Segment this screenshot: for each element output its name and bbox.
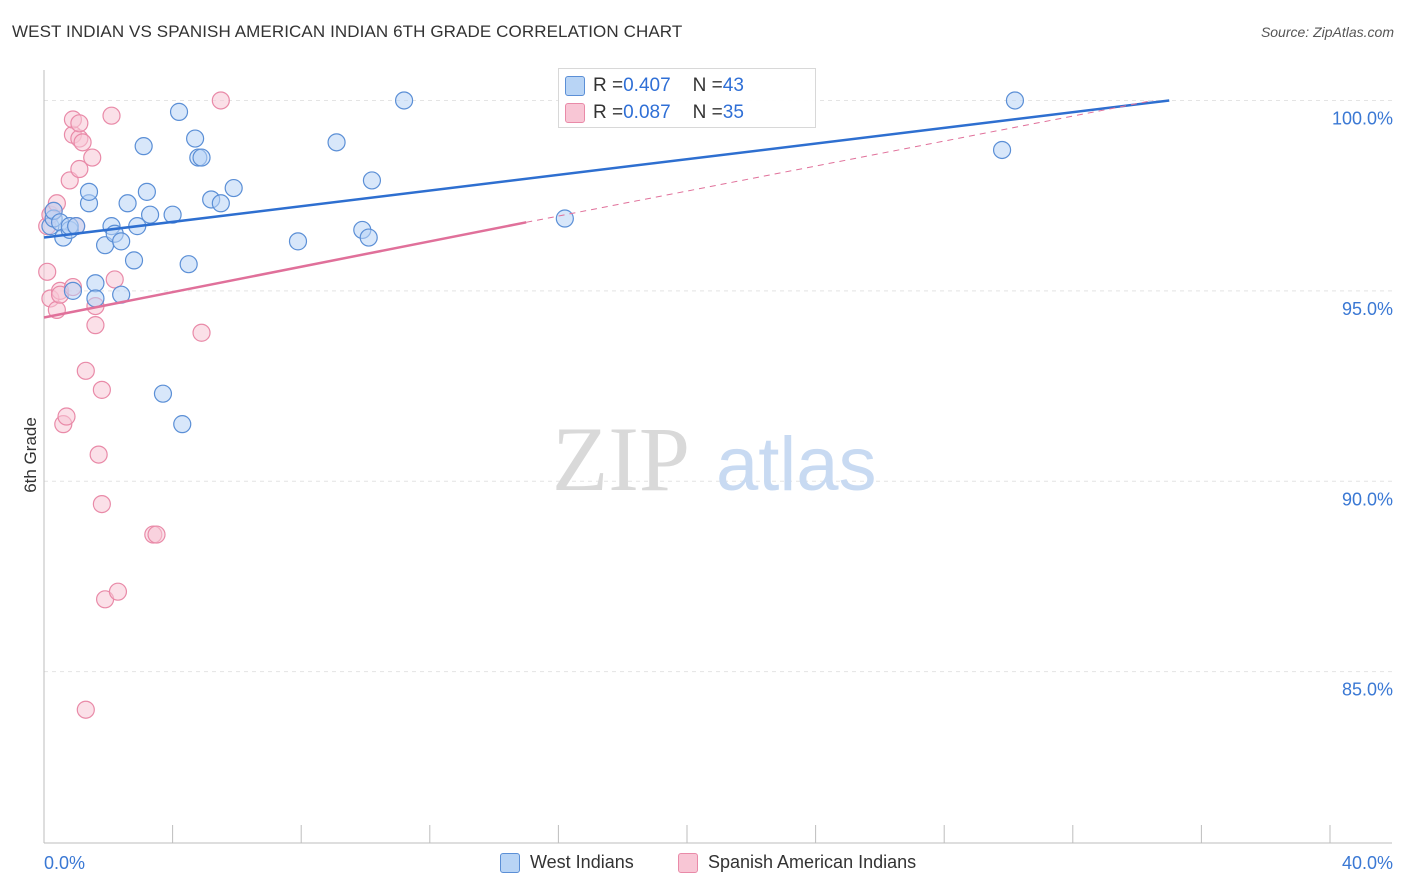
spanish-swatch — [565, 103, 585, 123]
west-indians-point — [124, 251, 144, 270]
x-tick-label: 0.0% — [44, 853, 85, 873]
watermark-zip: ZIP — [552, 408, 690, 510]
y-tick-label: 85.0% — [1342, 680, 1393, 700]
stats-legend: R = 0.407 N = 43 R = 0.087 N = 35 — [558, 68, 816, 128]
x-tick-label: 40.0% — [1342, 853, 1393, 873]
legend-label-spanish-american-indians: Spanish American Indians — [708, 852, 917, 872]
spanish-point — [70, 159, 89, 179]
spanish-point — [73, 133, 92, 152]
spanish-point — [89, 445, 108, 464]
west-indians-point — [112, 232, 131, 251]
west-indians-point — [192, 148, 211, 167]
west-indians-swatch — [565, 76, 585, 96]
spanish-point — [70, 114, 89, 133]
stats-row-west-indians: R = 0.407 N = 43 — [565, 75, 744, 97]
west-indians-point — [224, 178, 243, 198]
series-west-indians — [41, 91, 1025, 434]
spanish-trend-line — [43, 221, 527, 319]
west-n-label: N = — [692, 75, 723, 96]
west-indians-point — [211, 194, 230, 213]
legend-item-spanish-american-indians[interactable]: Spanish American Indians — [678, 852, 916, 873]
west-indians-point — [163, 205, 182, 224]
west-indians-point — [288, 232, 308, 251]
y-tick-label: 90.0% — [1342, 489, 1393, 509]
spanish-point — [92, 494, 111, 514]
west-indians-point — [186, 129, 205, 148]
west-r-label: R = — [593, 75, 624, 96]
spanish-n-label: N = — [692, 102, 723, 123]
source-label: Source: ZipAtlas.com — [1260, 24, 1394, 40]
spanish-point — [57, 407, 76, 426]
legend-swatch-spanish-american-indians — [678, 852, 698, 873]
west-indians-point — [394, 91, 414, 110]
west-indians-point — [86, 274, 105, 293]
grid-lines — [44, 99, 1392, 673]
west-indians-point — [179, 255, 198, 274]
series-spanish-american-indians — [38, 91, 230, 719]
spanish-point — [83, 148, 102, 167]
spanish-r-value: 0.087 — [623, 102, 671, 123]
west-indians-point — [327, 133, 346, 152]
bottom-legend: West Indians Spanish American Indians — [0, 852, 1406, 876]
west-indians-point — [1005, 91, 1025, 110]
spanish-point — [102, 106, 121, 125]
watermark-atlas: atlas — [716, 422, 877, 507]
west-indians-point — [79, 182, 99, 201]
tick-labels: 100.0% 95.0% 90.0% 85.0% 0.0% 40.0% — [44, 108, 1393, 873]
west-indians-point — [140, 205, 160, 224]
axes — [43, 70, 1392, 844]
west-indians-point — [992, 140, 1012, 160]
spanish-n-value: 35 — [722, 102, 744, 123]
west-indians-trend-line — [43, 99, 1170, 239]
spanish-trend-extension — [526, 99, 1154, 223]
west-indians-point — [86, 289, 105, 308]
west-indians-point — [137, 182, 156, 201]
west-n-value: 43 — [722, 75, 744, 96]
y-tick-label: 100.0% — [1332, 108, 1393, 128]
west-indians-point — [63, 281, 83, 300]
west-indians-point — [555, 209, 574, 228]
chart-title: WEST INDIAN VS SPANISH AMERICAN INDIAN 6… — [12, 22, 683, 41]
spanish-point — [76, 361, 95, 380]
west-r-value: 0.407 — [623, 75, 671, 96]
legend-item-west-indians[interactable]: West Indians — [500, 852, 634, 873]
west-indians-point — [173, 415, 192, 434]
spanish-point — [192, 323, 211, 342]
stats-row-spanish-american-indians: R = 0.087 N = 35 — [565, 102, 744, 124]
spanish-point — [86, 316, 105, 335]
spanish-point — [211, 91, 230, 110]
legend-swatch-west-indians — [500, 852, 520, 873]
legend-label-west-indians: West Indians — [530, 852, 634, 872]
west-indians-point — [359, 228, 378, 247]
spanish-point — [76, 700, 95, 719]
y-tick-label: 95.0% — [1342, 299, 1393, 319]
west-indians-point — [118, 194, 137, 213]
spanish-point — [147, 525, 166, 544]
west-indians-point — [362, 171, 382, 190]
watermark: ZIP atlas — [552, 408, 877, 510]
trend-lines — [43, 99, 1170, 319]
west-indians-point — [169, 102, 189, 121]
spanish-point — [108, 582, 128, 601]
spanish-point — [92, 380, 111, 399]
west-indians-point — [153, 384, 173, 403]
spanish-r-label: R = — [593, 102, 624, 123]
spanish-point — [38, 262, 57, 281]
spanish-point — [105, 270, 124, 289]
y-axis-label: 6th Grade — [21, 417, 40, 493]
west-indians-point — [134, 137, 153, 156]
